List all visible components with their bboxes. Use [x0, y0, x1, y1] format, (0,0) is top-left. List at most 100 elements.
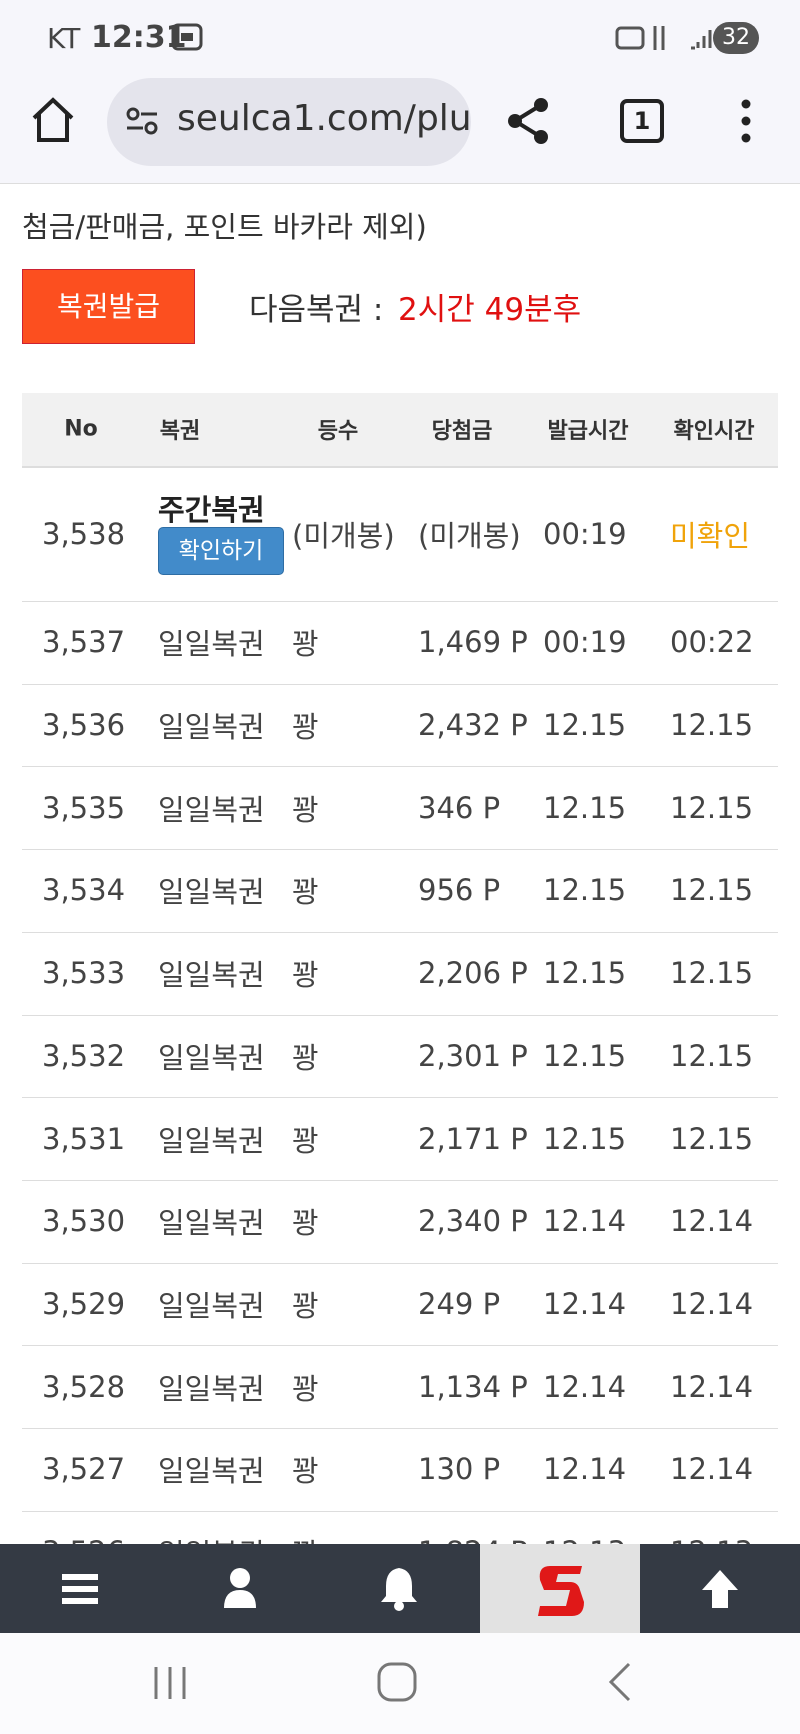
table-cell: 12.15 — [670, 1038, 754, 1073]
nav-home[interactable] — [480, 1544, 640, 1633]
menu-button[interactable] — [738, 98, 754, 148]
table-cell: 꽝 — [292, 792, 319, 827]
row-divider — [22, 601, 778, 602]
battery: 32 — [713, 22, 759, 54]
nav-user[interactable] — [222, 1566, 258, 1610]
table-cell: 12.14 — [670, 1286, 754, 1321]
table-cell: (미개봉) — [292, 519, 395, 553]
table-cell: 3,538 — [42, 517, 126, 551]
column-header: 확인시간 — [673, 419, 755, 444]
row-divider — [22, 766, 778, 768]
table-cell: 꽝 — [292, 1454, 319, 1489]
table-cell: 12.15 — [670, 790, 754, 825]
table-cell: 일일복권 — [158, 792, 265, 827]
column-header: 복권 — [159, 419, 201, 444]
browser-bar: seulca1.com/plu 1 — [0, 76, 800, 184]
table-cell: 12.13 — [670, 1535, 753, 1544]
row-divider — [22, 1179, 778, 1181]
table-cell: 1,134 P — [418, 1369, 528, 1404]
check-button[interactable]: 확인하기 — [158, 527, 284, 575]
table-cell: 3,537 — [42, 625, 126, 660]
table-cell: 일일복권 — [158, 710, 265, 745]
table-cell: 3,526 — [42, 1535, 125, 1544]
row-divider — [22, 1014, 778, 1016]
site-logo[interactable] — [534, 1560, 588, 1620]
table-cell: 2,432 P — [418, 708, 528, 743]
site-info-icon[interactable] — [125, 106, 159, 136]
share-button[interactable] — [505, 96, 553, 146]
table-cell: 3,533 — [42, 956, 126, 991]
table-cell: 12.14 — [543, 1286, 627, 1321]
table-cell: 3,529 — [42, 1286, 126, 1321]
column-header: 당첨금 — [431, 419, 493, 444]
column-header: No — [64, 416, 98, 442]
table-cell: 956 P — [418, 873, 501, 908]
table-cell: 1,469 P — [418, 625, 528, 660]
notice: 첨금/판매금, 포인트 바카라 제외) — [22, 210, 427, 244]
table-cell: 249 P — [418, 1286, 501, 1321]
table-header — [22, 393, 778, 468]
table-cell: 일일복권 — [158, 1040, 265, 1075]
column-header: 등수 — [317, 419, 359, 444]
table-cell: 12.14 — [543, 1452, 627, 1487]
table-cell: 3,530 — [42, 1204, 126, 1239]
table-cell: 00:19 — [543, 517, 627, 551]
table-cell: 00:19 — [543, 625, 627, 660]
table-cell: 00:22 — [670, 625, 754, 660]
table-cell: 2,171 P — [418, 1121, 528, 1156]
lottery-name: 주간복권 — [158, 493, 265, 527]
table-cell: 일일복권 — [158, 1371, 265, 1406]
issue-button[interactable]: 복권발급 — [22, 269, 195, 344]
next-label: 다음복권 : — [249, 292, 384, 328]
lottery-table: No 복권 등수 당첨금 발급시간 확인시간 3,538 주간복권 확인하기 (미개봉) (미개봉)… — [0, 184, 800, 1544]
signal-icons — [615, 26, 712, 50]
table-cell: 일일복권 — [158, 1454, 265, 1489]
table-cell: 12.15 — [543, 1121, 627, 1156]
carrier: KT — [47, 22, 81, 55]
row-divider — [22, 1097, 778, 1099]
nav-menu[interactable] — [60, 1572, 100, 1606]
system-nav — [0, 1633, 800, 1734]
row-divider — [22, 931, 778, 933]
home-button[interactable] — [30, 96, 76, 144]
content: 첨금/판매금, 포인트 바카라 제외) 복권발급 다음복권 : 2시간 49분후… — [0, 184, 800, 1544]
table-cell: 3,535 — [42, 790, 126, 825]
status-bar: KT 12:31 32 — [0, 0, 800, 76]
table-cell: 12.15 — [543, 1038, 627, 1073]
table-cell: 12.15 — [543, 956, 627, 991]
table-cell: 일일복권 — [158, 958, 265, 993]
table-cell: 2,206 P — [418, 956, 528, 991]
recent-apps[interactable] — [150, 1663, 190, 1703]
nav-bell[interactable] — [378, 1564, 420, 1612]
home-key[interactable] — [376, 1661, 418, 1703]
table-cell: 12.15 — [543, 873, 627, 908]
table-cell: 346 P — [418, 790, 501, 825]
table-cell: 일일복권 — [158, 1531, 265, 1544]
tab-count[interactable]: 1 — [620, 99, 664, 143]
column-header: 발급시간 — [547, 419, 629, 444]
table-cell: 12.15 — [543, 790, 627, 825]
row-divider — [22, 1345, 778, 1347]
table-cell: 12.15 — [670, 708, 754, 743]
row-divider — [22, 849, 778, 851]
url[interactable]: seulca1.com/plu — [177, 98, 472, 139]
table-cell: 꽝 — [292, 1371, 319, 1406]
table-cell: 꽝 — [292, 958, 319, 993]
url-box[interactable]: seulca1.com/plu — [107, 78, 472, 166]
row-divider — [22, 1510, 778, 1512]
table-cell: 일일복권 — [158, 627, 265, 662]
table-cell: 12.14 — [543, 1369, 627, 1404]
table-cell: 1,824 P — [418, 1535, 528, 1544]
table-cell: 12.14 — [670, 1452, 754, 1487]
nav-top[interactable] — [698, 1566, 742, 1610]
bottom-nav — [0, 1544, 800, 1633]
table-cell: 일일복권 — [158, 1123, 265, 1158]
table-cell: 3,531 — [42, 1121, 126, 1156]
table-cell: 꽝 — [292, 1040, 319, 1075]
table-cell: 3,532 — [42, 1038, 126, 1073]
table-cell: 12.15 — [670, 956, 754, 991]
back-key[interactable] — [605, 1661, 635, 1703]
table-cell: 2,301 P — [418, 1038, 528, 1073]
row-divider — [22, 683, 778, 685]
